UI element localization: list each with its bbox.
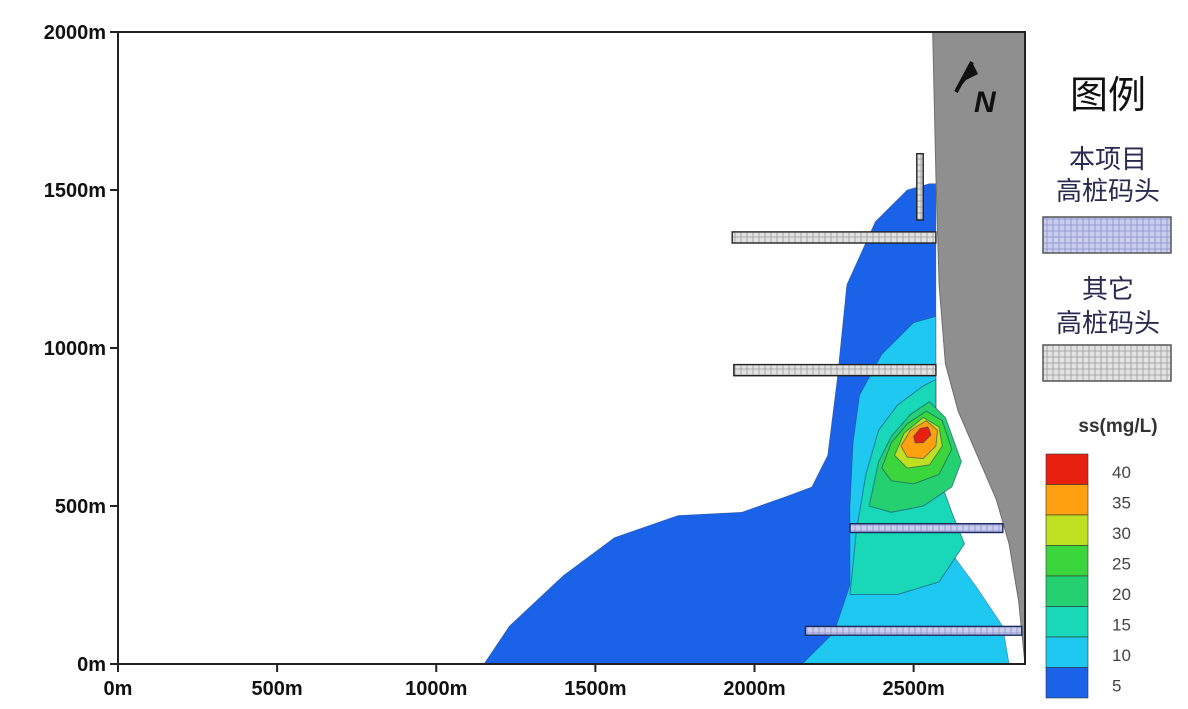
- x-tick-label: 1500m: [564, 678, 626, 700]
- legend-swatch-other: [1042, 344, 1172, 382]
- x-tick-label: 2500m: [882, 678, 944, 700]
- color-scale-swatch: [1045, 484, 1089, 516]
- y-tick-label: 2000m: [44, 22, 106, 44]
- legend: 图例 本项目 高桩码头 其它 高桩码头 ss(mg/L) 40 35 30 25 20 1…: [1042, 75, 1172, 699]
- color-scale-swatch: [1045, 636, 1089, 668]
- legend-item-other-line1: 其它: [1082, 274, 1134, 304]
- y-tick-label: 0m: [77, 654, 106, 676]
- x-tick-label: 0m: [104, 678, 133, 700]
- pier-project-4: [849, 523, 1004, 534]
- color-scale-label: 10: [1112, 646, 1131, 665]
- contour-40: [913, 426, 932, 444]
- legend-item-other-line2: 高桩码头: [1056, 308, 1160, 338]
- contour-5: [483, 183, 937, 664]
- x-axis: 0m 500m 1000m 1500m 2000m 2500m: [104, 664, 945, 700]
- x-tick-label: 2000m: [723, 678, 785, 700]
- color-scale-label: 30: [1112, 524, 1131, 543]
- color-scale: 40 35 30 25 20 15 10 5: [1045, 453, 1131, 699]
- color-scale-label: 35: [1112, 494, 1131, 513]
- x-tick-label: 500m: [252, 678, 303, 700]
- legend-item-project-line2: 高桩码头: [1056, 176, 1160, 206]
- legend-item-project-line1: 本项目: [1069, 144, 1147, 174]
- pier-project-3: [804, 625, 1023, 636]
- color-scale-label: 20: [1112, 585, 1131, 604]
- color-scale-swatch: [1045, 545, 1089, 577]
- color-scale-swatch: [1045, 575, 1089, 607]
- concentration-contours: [483, 183, 1010, 664]
- color-scale-label: 25: [1112, 555, 1131, 574]
- y-axis: 0m 500m 1000m 1500m 2000m: [44, 22, 118, 676]
- color-scale-swatch: [1045, 453, 1089, 485]
- color-scale-label: 5: [1112, 677, 1121, 696]
- legend-title: 图例: [1070, 75, 1146, 117]
- color-scale-swatch: [1045, 667, 1089, 699]
- land-shore: [932, 32, 1025, 664]
- color-scale-swatch: [1045, 606, 1089, 638]
- y-tick-label: 1000m: [44, 338, 106, 360]
- land-area: [932, 32, 1025, 664]
- pier-other-1: [733, 363, 937, 377]
- legend-swatch-project: [1042, 216, 1172, 254]
- color-scale-swatch: [1045, 514, 1089, 546]
- color-scale-label: 40: [1112, 463, 1131, 482]
- y-tick-label: 1500m: [44, 180, 106, 202]
- y-tick-label: 500m: [55, 496, 106, 518]
- pier-other-0: [731, 231, 937, 244]
- north-arrow: N: [954, 61, 997, 119]
- pier-other-2: [916, 152, 924, 221]
- x-tick-label: 1000m: [405, 678, 467, 700]
- north-arrow-label: N: [974, 86, 997, 119]
- piers: [731, 152, 1023, 636]
- color-scale-label: 15: [1112, 616, 1131, 635]
- color-scale-title: ss(mg/L): [1078, 416, 1157, 437]
